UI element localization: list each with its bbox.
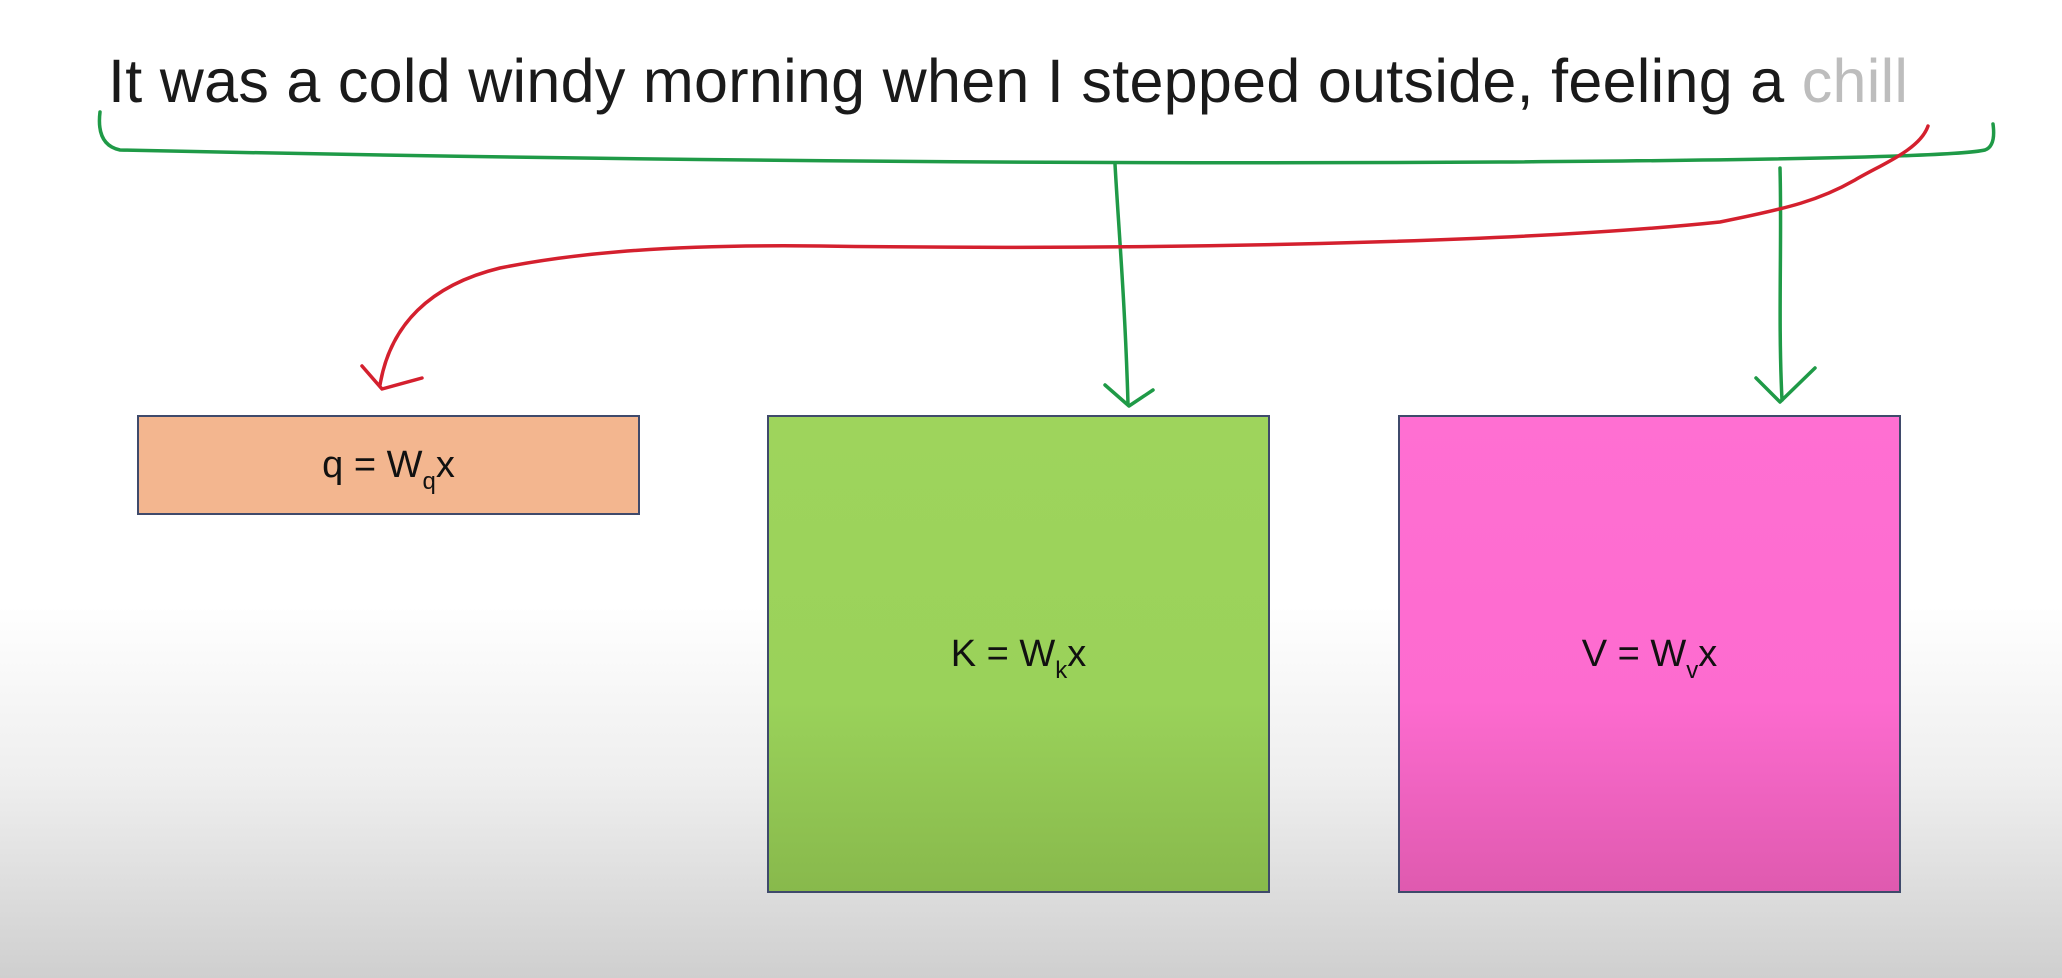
query-arrowhead [360, 364, 424, 391]
input-sentence: It was a cold windy morning when I stepp… [108, 46, 1908, 116]
value-formula: V = Wvx [1581, 632, 1718, 684]
value-arrowhead [1754, 366, 1817, 404]
context-brace [97, 110, 1996, 165]
key-box: K = Wkx [767, 415, 1270, 893]
sentence-focus-word: chill [1801, 47, 1909, 115]
key-arrow-line [1113, 162, 1130, 406]
sentence-context: It was a cold windy morning when I stepp… [108, 47, 1802, 115]
query-formula: q = Wqx [322, 443, 455, 495]
key-arrowhead [1103, 383, 1155, 408]
query-arrow-line [378, 124, 1930, 387]
query-box: q = Wqx [137, 415, 640, 515]
key-formula: K = Wkx [950, 632, 1087, 684]
value-arrow-line [1778, 166, 1784, 402]
value-box: V = Wvx [1398, 415, 1901, 893]
